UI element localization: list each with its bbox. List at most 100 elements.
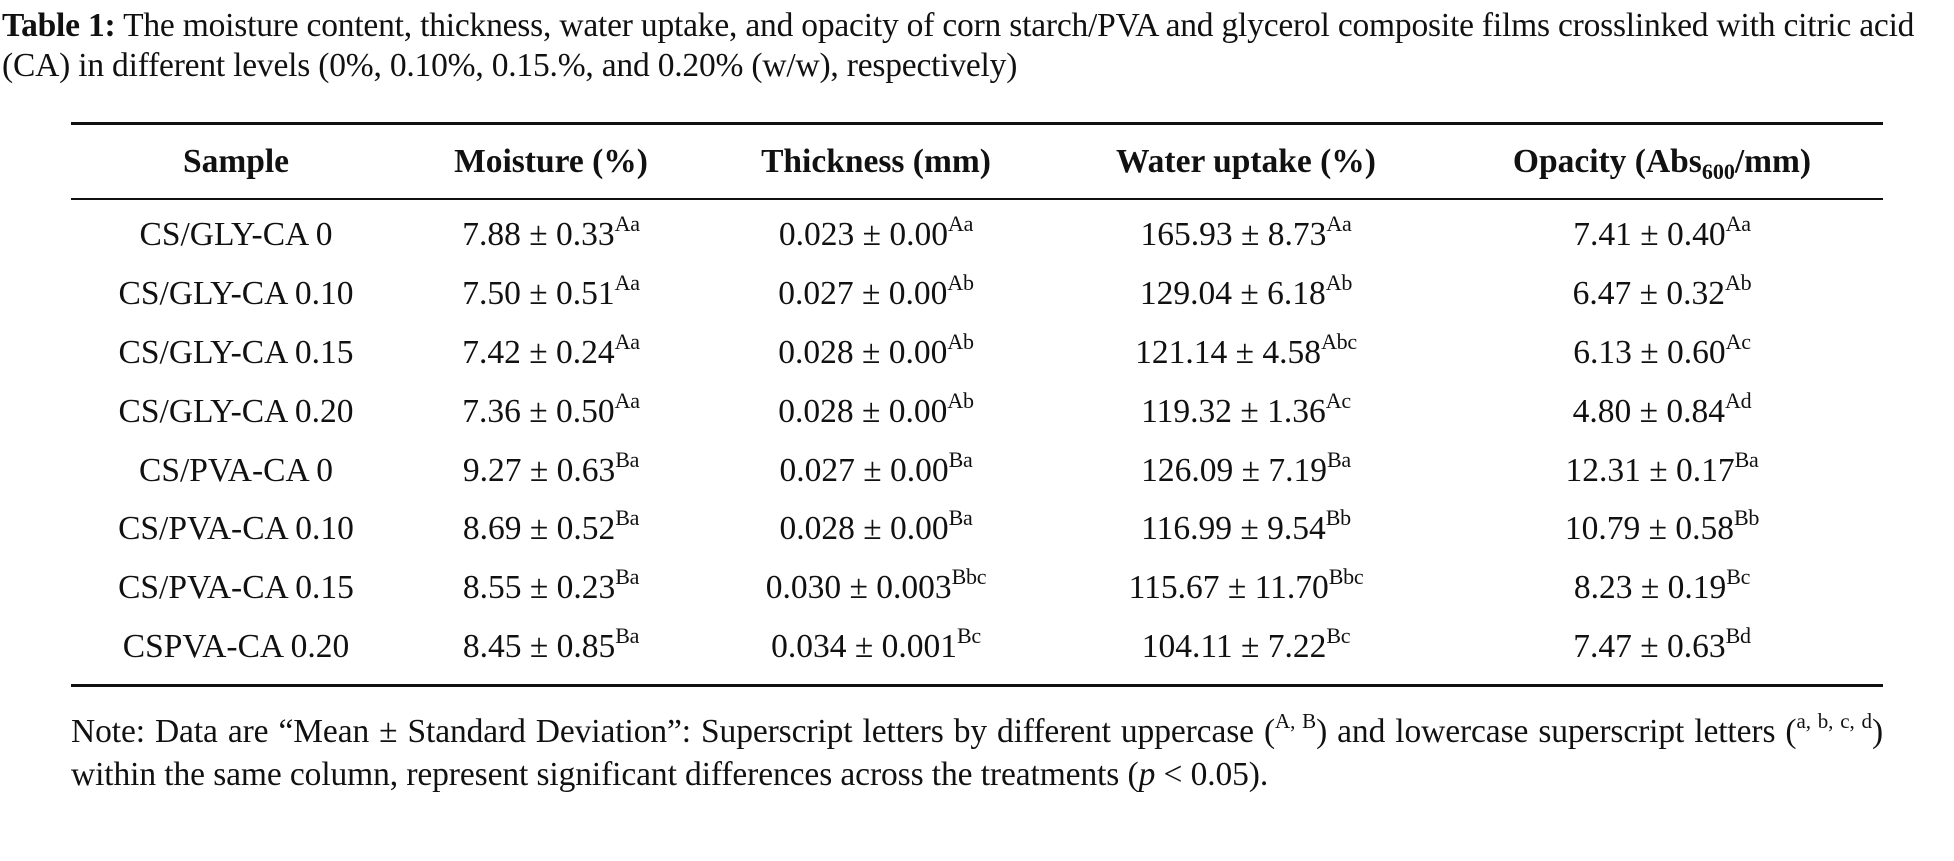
cell-opacity: 12.31 ± 0.17Ba: [1441, 441, 1883, 500]
cell-water-uptake: 126.09 ± 7.19Ba: [1051, 441, 1441, 500]
significance-superscript: Ab: [947, 328, 974, 354]
cell-water-uptake: 116.99 ± 9.54Bb: [1051, 500, 1441, 559]
header-thickness: Thickness (mm): [761, 142, 991, 180]
cell-sample: CS/PVA-CA 0.10: [118, 510, 354, 548]
table-row: CS/GLY-CA 0.15 7.42 ± 0.24Aa 0.028 ± 0.0…: [71, 324, 1883, 383]
significance-superscript: Ba: [1327, 446, 1351, 472]
cell-opacity: 7.41 ± 0.40Aa: [1441, 199, 1883, 265]
header-water-uptake: Water uptake (%): [1116, 142, 1376, 180]
significance-superscript: Aa: [614, 270, 640, 296]
value: 0.028 ± 0.00: [778, 392, 948, 430]
data-table-container: Sample Moisture (%) Thickness (mm) Water…: [71, 122, 1883, 687]
value: 7.50 ± 0.51: [462, 275, 615, 313]
value: 126.09 ± 7.19: [1141, 451, 1328, 489]
note-text: Note: Data are “Mean ± Standard Deviatio…: [71, 713, 1276, 750]
table-caption: Table 1: The moisture content, thickness…: [2, 6, 1942, 86]
significance-superscript: Ab: [947, 387, 974, 413]
value: 0.023 ± 0.00: [778, 216, 949, 254]
cell-thickness: 0.034 ± 0.001Bc: [701, 618, 1051, 686]
significance-superscript: Aa: [614, 211, 640, 237]
value: 115.67 ± 11.70: [1128, 569, 1329, 607]
significance-superscript: Bc: [1326, 622, 1351, 648]
value: 7.42 ± 0.24: [462, 333, 615, 371]
value: 7.41 ± 0.40: [1573, 216, 1726, 254]
cell-sample: CSPVA-CA 0.20: [122, 627, 350, 665]
significance-superscript: Bc: [1726, 564, 1751, 590]
significance-superscript: Ab: [947, 270, 974, 296]
table-row: CS/GLY-CA 0.10 7.50 ± 0.51Aa 0.027 ± 0.0…: [71, 265, 1883, 324]
value: 8.69 ± 0.52: [462, 510, 616, 548]
value: 104.11 ± 7.22: [1141, 627, 1327, 665]
note-text: ) and lowercase superscript letters (: [1316, 713, 1797, 750]
significance-superscript: Ad: [1725, 387, 1752, 413]
cell-thickness: 0.023 ± 0.00Aa: [701, 199, 1051, 265]
significance-superscript: Ba: [948, 446, 973, 472]
significance-superscript: Aa: [614, 328, 640, 354]
cell-opacity: 6.13 ± 0.60Ac: [1441, 324, 1883, 383]
significance-superscript: Ba: [615, 564, 640, 590]
value: 0.028 ± 0.00: [778, 333, 948, 371]
header-opacity: Opacity (Abs600/mm): [1441, 124, 1883, 200]
header-opacity-subscript: 600: [1701, 158, 1735, 184]
note-text: < 0.05).: [1155, 756, 1269, 793]
value: 9.27 ± 0.63: [462, 451, 616, 489]
cell-thickness: 0.030 ± 0.003Bbc: [701, 559, 1051, 618]
significance-superscript: Ba: [1734, 446, 1759, 472]
cell-thickness: 0.027 ± 0.00Ab: [701, 265, 1051, 324]
header-moisture: Moisture (%): [454, 142, 648, 180]
header-opacity-prefix: Opacity (Abs: [1512, 142, 1702, 180]
value: 0.030 ± 0.003: [765, 569, 952, 607]
value: 8.55 ± 0.23: [462, 569, 616, 607]
significance-superscript: Bbc: [1328, 564, 1364, 590]
cell-water-uptake: 165.93 ± 8.73Aa: [1051, 199, 1441, 265]
significance-superscript: Aa: [1326, 211, 1352, 237]
value: 12.31 ± 0.17: [1565, 451, 1735, 489]
value: 7.88 ± 0.33: [462, 216, 615, 254]
note-uppercase-superscript: A, B: [1275, 709, 1317, 733]
note-lowercase-superscript: a, b, c, d: [1796, 709, 1873, 733]
value: 6.13 ± 0.60: [1573, 333, 1726, 371]
table-row: CS/GLY-CA 0 7.88 ± 0.33Aa 0.023 ± 0.00Aa…: [71, 199, 1883, 265]
significance-superscript: Ab: [1325, 270, 1353, 296]
cell-sample: CS/GLY-CA 0.10: [118, 275, 354, 313]
cell-moisture: 9.27 ± 0.63Ba: [401, 441, 701, 500]
value: 6.47 ± 0.32: [1572, 275, 1726, 313]
value: 7.36 ± 0.50: [462, 392, 615, 430]
table-body: CS/GLY-CA 0 7.88 ± 0.33Aa 0.023 ± 0.00Aa…: [71, 199, 1883, 686]
significance-superscript: Ac: [1325, 387, 1351, 413]
significance-superscript: Ba: [615, 622, 640, 648]
significance-superscript: Ab: [1725, 270, 1752, 296]
cell-opacity: 6.47 ± 0.32Ab: [1441, 265, 1883, 324]
value: 119.32 ± 1.36: [1141, 392, 1326, 430]
header-sample: Sample: [182, 142, 290, 180]
table-row: CS/GLY-CA 0.20 7.36 ± 0.50Aa 0.028 ± 0.0…: [71, 382, 1883, 441]
cell-sample: CS/GLY-CA 0: [139, 216, 333, 254]
table-label: Table 1:: [2, 7, 116, 44]
table-row: CS/PVA-CA 0 9.27 ± 0.63Ba 0.027 ± 0.00Ba…: [71, 441, 1883, 500]
caption-text: The moisture content, thickness, water u…: [2, 7, 1915, 84]
significance-superscript: Aa: [614, 387, 640, 413]
note-text: ) within the same column, represent sign…: [71, 713, 1883, 793]
significance-superscript: Aa: [948, 211, 974, 237]
table-note: Note: Data are “Mean ± Standard Deviatio…: [71, 710, 1883, 796]
value: 116.99 ± 9.54: [1141, 510, 1326, 548]
significance-superscript: Bbc: [951, 564, 987, 590]
significance-superscript: Ac: [1725, 328, 1751, 354]
cell-sample: CS/PVA-CA 0: [139, 451, 333, 489]
significance-superscript: Bc: [957, 622, 981, 648]
cell-moisture: 7.42 ± 0.24Aa: [401, 324, 701, 383]
value: 121.14 ± 4.58: [1135, 333, 1322, 371]
significance-superscript: Ba: [615, 505, 640, 531]
value: 0.027 ± 0.00: [779, 451, 949, 489]
cell-moisture: 7.36 ± 0.50Aa: [401, 382, 701, 441]
cell-thickness: 0.027 ± 0.00Ba: [701, 441, 1051, 500]
data-table: Sample Moisture (%) Thickness (mm) Water…: [71, 122, 1883, 687]
significance-superscript: Bb: [1325, 505, 1351, 531]
value: 165.93 ± 8.73: [1140, 216, 1327, 254]
cell-opacity: 4.80 ± 0.84Ad: [1441, 382, 1883, 441]
cell-opacity: 8.23 ± 0.19Bc: [1441, 559, 1883, 618]
value: 7.47 ± 0.63: [1573, 627, 1726, 665]
note-p-symbol: p: [1138, 756, 1156, 793]
value: 8.23 ± 0.19: [1573, 569, 1727, 607]
significance-superscript: Ba: [948, 505, 973, 531]
